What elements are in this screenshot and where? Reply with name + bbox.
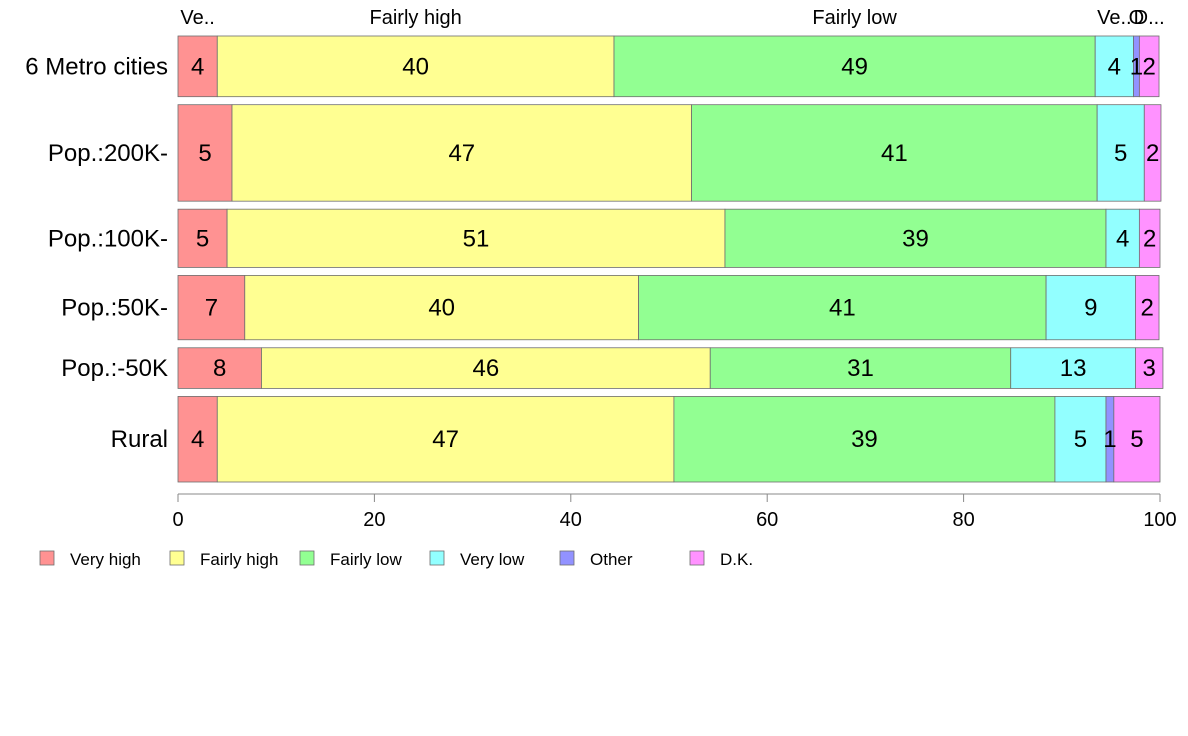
data-label: 4 xyxy=(1116,225,1129,252)
category-label: 6 Metro cities xyxy=(25,53,168,80)
data-label: 5 xyxy=(198,140,211,167)
legend-label: D.K. xyxy=(720,550,753,569)
data-label: 39 xyxy=(902,225,929,252)
bar-segment-pop-50k-fairly-low xyxy=(709,347,1012,389)
top-labels-layer: Ve.. Fairly high Fairly low Ve..OD... xyxy=(180,7,1164,29)
bar-segment-pop-50k-fairly-high xyxy=(244,275,639,341)
data-label: 40 xyxy=(428,295,455,322)
data-label: 31 xyxy=(847,355,874,382)
data-label: 2 xyxy=(1141,295,1154,322)
data-label: 5 xyxy=(1130,426,1143,453)
data-label: 4 xyxy=(191,53,204,80)
bar-segment-6-metro-cities-d-k xyxy=(1138,35,1160,98)
data-label: 47 xyxy=(432,426,459,453)
bar-segment-pop-200k-fairly-high xyxy=(231,104,692,202)
data-label: 4 xyxy=(1108,53,1121,80)
data-label: 49 xyxy=(841,53,868,80)
bar-segment-pop-50k-very-high xyxy=(177,275,246,341)
series-top-label: Ve.. xyxy=(180,7,214,29)
x-tick-label: 40 xyxy=(560,509,582,531)
category-label: Pop.:-50K xyxy=(61,355,168,382)
legend-swatch-d-k xyxy=(689,550,705,566)
legend-swatch-other xyxy=(559,550,575,566)
bar-segment-pop-200k-very-low xyxy=(1096,104,1145,202)
data-label: 2 xyxy=(1143,53,1156,80)
category-label: Pop.:200K- xyxy=(48,140,168,167)
legend: Very high Fairly high Fairly low Very low Ot… xyxy=(39,550,753,569)
data-label: 4 xyxy=(191,426,204,453)
bar-segment-pop-200k-d-k xyxy=(1143,104,1162,202)
bar-segment-rural-very-low xyxy=(1054,396,1107,483)
data-label: 47 xyxy=(448,140,475,167)
series-top-label: D... xyxy=(1134,7,1165,29)
category-label: Rural xyxy=(111,426,168,453)
data-label: 1 xyxy=(1130,53,1143,80)
bar-segment-pop-50k-fairly-high xyxy=(261,347,711,389)
data-label: 9 xyxy=(1084,295,1097,322)
bar-segment-pop-50k-very-low xyxy=(1010,347,1136,389)
x-tick-label: 100 xyxy=(1143,509,1176,531)
legend-label: Fairly high xyxy=(200,550,278,569)
bar-segment-pop-100k-fairly-high xyxy=(226,208,726,268)
data-label: 39 xyxy=(851,426,878,453)
data-label: 40 xyxy=(402,53,429,80)
category-label: Pop.:100K- xyxy=(48,225,168,252)
data-label: 5 xyxy=(196,225,209,252)
x-tick-label: 0 xyxy=(172,509,183,531)
x-tick-label: 20 xyxy=(363,509,385,531)
bar-segment-6-metro-cities-very-high xyxy=(177,35,218,98)
bar-segment-pop-50k-d-k xyxy=(1135,275,1160,341)
legend-swatch-very-high xyxy=(39,550,55,566)
legend-swatch-fairly-low xyxy=(299,550,315,566)
data-label: 3 xyxy=(1143,355,1156,382)
data-label: 7 xyxy=(205,295,218,322)
bar-segment-rural-fairly-low xyxy=(673,396,1056,483)
data-label: 8 xyxy=(213,355,226,382)
bar-segment-rural-very-high xyxy=(177,396,218,483)
bar-segment-pop-100k-very-low xyxy=(1105,208,1140,268)
data-label: 41 xyxy=(881,140,908,167)
legend-label: Fairly low xyxy=(330,550,403,569)
data-label: 2 xyxy=(1146,140,1159,167)
bar-segment-pop-50k-d-k xyxy=(1135,347,1164,389)
bar-segment-pop-50k-very-low xyxy=(1045,275,1136,341)
series-top-label: Ve.. xyxy=(1097,7,1131,29)
series-top-label: Fairly low xyxy=(812,7,897,29)
legend-label: Very high xyxy=(70,550,141,569)
bar-segment-pop-200k-fairly-low xyxy=(691,104,1098,202)
data-label: 46 xyxy=(473,355,500,382)
series-top-label: O xyxy=(1129,7,1145,29)
bar-segment-6-metro-cities-fairly-low xyxy=(613,35,1096,98)
data-label: 13 xyxy=(1060,355,1087,382)
bar-segment-pop-50k-fairly-low xyxy=(638,275,1047,341)
data-label: 5 xyxy=(1074,426,1087,453)
category-label: Pop.:50K- xyxy=(61,295,168,322)
legend-swatch-very-low xyxy=(429,550,445,566)
bar-segment-pop-50k-very-high xyxy=(177,347,262,389)
x-tick-label: 60 xyxy=(756,509,778,531)
x-axis: 0 20 40 60 80 100 xyxy=(172,493,1177,531)
data-label: 51 xyxy=(463,225,490,252)
legend-swatch-fairly-high xyxy=(169,550,185,566)
bar-segment-rural-d-k xyxy=(1113,396,1161,483)
bar-segment-6-metro-cities-fairly-high xyxy=(216,35,615,98)
data-label: 5 xyxy=(1114,140,1127,167)
segment-labels-layer: 4 40 49 4 1 25 47 41 5 25 51 39 4 27 40 41 9 28 46 31 13 34 47… xyxy=(191,53,1159,453)
data-label: 2 xyxy=(1143,225,1156,252)
bar-segment-rural-fairly-high xyxy=(216,396,675,483)
data-label: 1 xyxy=(1103,426,1116,453)
legend-label: Other xyxy=(590,550,633,569)
x-tick-label: 80 xyxy=(952,509,974,531)
bars-layer xyxy=(177,35,1164,483)
category-labels-layer: 6 Metro cities Pop.:200K- Pop.:100K- Pop.:5… xyxy=(25,53,168,453)
bar-segment-pop-200k-very-high xyxy=(177,104,233,202)
series-top-label: Fairly high xyxy=(370,7,462,29)
legend-label: Very low xyxy=(460,550,525,569)
bar-segment-pop-100k-d-k xyxy=(1138,208,1161,268)
data-label: 41 xyxy=(829,295,856,322)
bar-segment-pop-100k-fairly-low xyxy=(724,208,1107,268)
